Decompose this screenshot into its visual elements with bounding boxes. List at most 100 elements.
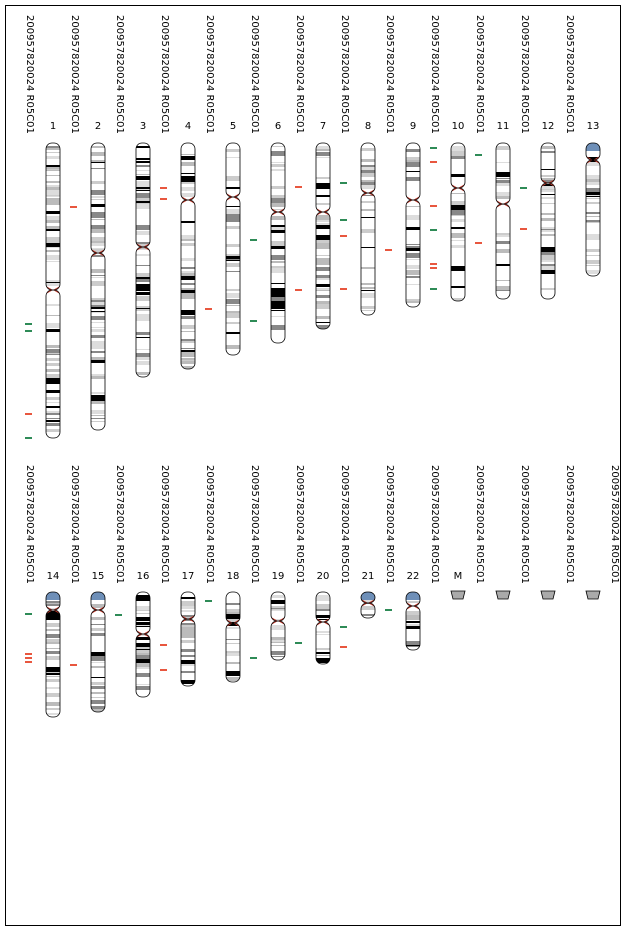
band [541,234,555,236]
band [316,652,330,654]
band [181,597,195,599]
band [91,395,105,401]
band [361,242,375,247]
band [181,331,195,332]
band [496,293,510,295]
sample-label: 200957820024 R05C01 [609,465,620,584]
band [136,296,150,301]
band [271,209,285,210]
band [316,648,330,650]
sample-label: 200957820024 R05C01 [69,465,80,584]
band [271,169,285,171]
loss-mark [70,206,77,208]
band [226,349,240,352]
band [91,156,105,162]
band [136,663,150,668]
band [586,255,600,256]
band [181,660,195,664]
band [496,253,510,258]
band [91,633,105,637]
band [586,228,600,229]
band [136,165,150,167]
band [136,598,150,601]
band [46,642,60,644]
sample-label: 200957820024 R05C01 [294,15,305,134]
band [361,309,375,310]
band [406,186,420,190]
band [136,292,150,295]
band [91,184,105,190]
band [226,237,240,238]
band [46,426,60,431]
band [406,276,420,279]
band [496,226,510,229]
band [46,415,60,418]
band [91,215,105,218]
band [91,709,105,712]
band [361,229,375,234]
gain-mark [340,219,347,221]
band [406,149,420,152]
band [226,327,240,331]
band [181,273,195,278]
band [406,259,420,260]
gain-mark [385,609,392,611]
band [136,344,150,345]
band [586,151,600,155]
outline [225,196,241,356]
loss-mark [295,289,302,291]
band [541,184,555,186]
band [91,401,105,404]
band [451,146,465,152]
band [271,307,285,309]
band [406,278,420,279]
band [406,292,420,296]
band [91,652,105,657]
band [91,199,105,200]
band [271,619,285,620]
band [316,215,330,220]
band [541,164,555,165]
band [136,273,150,279]
band [316,235,330,240]
band [451,219,465,224]
band [316,189,330,194]
band [496,290,510,291]
band [46,323,60,328]
band [91,204,105,209]
band [406,248,420,251]
loss-mark [430,205,437,207]
band [46,433,60,434]
band [46,301,60,304]
band [586,220,600,222]
band [226,645,240,650]
band [91,670,105,675]
band [361,146,375,147]
band [316,220,330,222]
band [181,271,195,274]
band [451,263,465,265]
band [181,187,195,191]
band [541,169,555,170]
band [181,154,195,155]
band [181,322,195,325]
band [271,278,285,279]
band [46,311,60,315]
band [316,275,330,278]
band [91,341,105,346]
band [451,286,465,289]
band [181,623,195,625]
band [316,225,330,230]
band [181,666,195,670]
sample-label: 200957820024 R05C01 [114,465,125,584]
chromosome [91,143,105,430]
band [316,183,330,189]
band [91,686,105,689]
band [226,195,240,196]
band [496,280,510,281]
band [226,178,240,181]
band [181,319,195,320]
band [46,408,60,413]
band [91,642,105,644]
band [136,610,150,611]
